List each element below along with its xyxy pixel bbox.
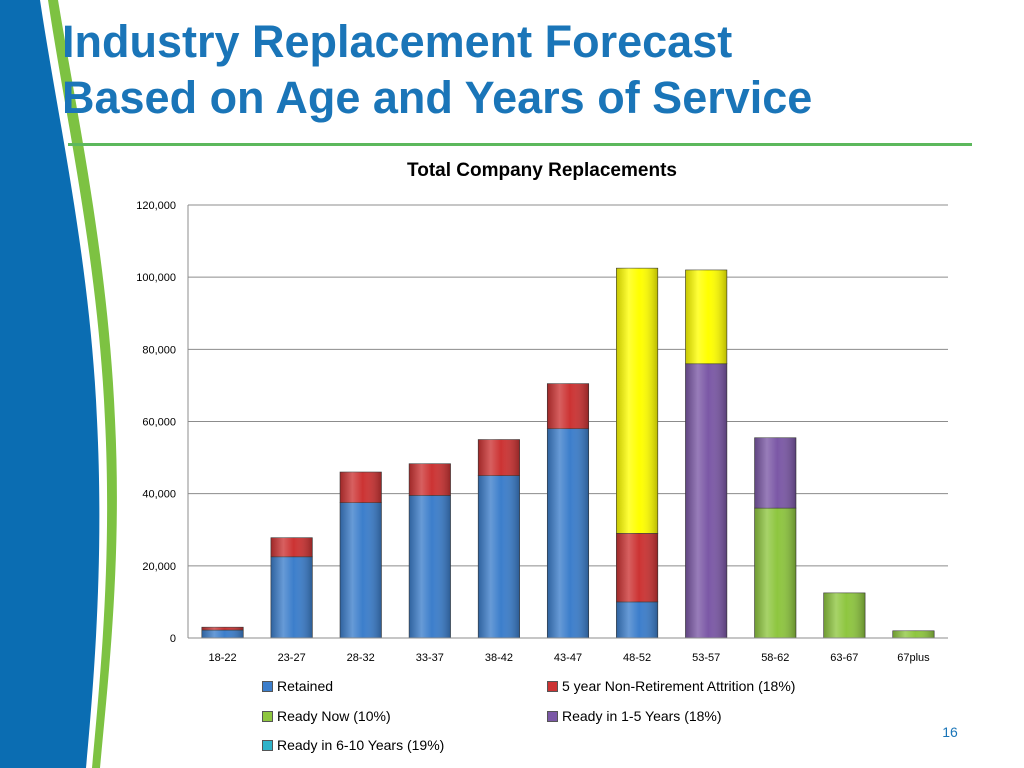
- legend-item-ready-1-5: Ready in 1-5 Years (18%): [547, 708, 722, 724]
- legend-item-attrition: 5 year Non-Retirement Attrition (18%): [547, 678, 795, 694]
- bar-segment-shading: [547, 383, 589, 429]
- bar-segment-shading: [823, 592, 866, 638]
- legend-swatch-retained: [262, 680, 273, 692]
- legend-swatch-ready-6-10: [262, 739, 273, 751]
- x-tick-label: 43-47: [554, 652, 582, 664]
- bar-segment-shading: [270, 537, 313, 557]
- legend-item-ready-6-10: Ready in 6-10 Years (19%): [262, 737, 444, 753]
- slide-title-line-1: Industry Replacement Forecast: [62, 16, 733, 67]
- axes: [187, 205, 948, 639]
- bar-segment-shading: [201, 630, 244, 638]
- x-tick-label: 53-57: [692, 652, 720, 664]
- chart-legend: Retained 5 year Non-Retirement Attrition…: [262, 678, 882, 768]
- legend-swatch-attrition: [547, 680, 558, 692]
- x-tick-label: 38-42: [485, 652, 513, 664]
- slide-title-line-2: Based on Age and Years of Service: [62, 72, 813, 123]
- side-wave-decoration: [0, 0, 117, 768]
- x-axis-tick-labels: 18-22 23-27 28-32 33-37 38-42 43-47 48-52 53-57…: [208, 652, 930, 664]
- bar-segment-shading: [616, 268, 658, 534]
- x-tick-label: 33-37: [416, 652, 444, 664]
- bar-segment-shading: [201, 627, 244, 631]
- y-tick-label: 80,000: [142, 344, 176, 356]
- x-tick-label: 28-32: [347, 652, 375, 664]
- bar-segment-shading: [892, 630, 935, 638]
- x-tick-label: 48-52: [623, 652, 651, 664]
- bar-segment-shading: [270, 556, 313, 638]
- x-tick-label: 23-27: [278, 652, 306, 664]
- bar-segment-shading: [754, 437, 796, 509]
- x-tick-label: 58-62: [761, 652, 789, 664]
- bar-segment-shading: [478, 475, 520, 638]
- y-tick-label: 40,000: [142, 489, 176, 501]
- bar-segment-shading: [340, 472, 382, 503]
- chart-title: Total Company Replacements: [407, 160, 677, 181]
- y-tick-label: 20,000: [142, 561, 176, 573]
- slide-title: Industry Replacement Forecast Based on A…: [62, 14, 812, 126]
- bar-segment-shading: [616, 533, 658, 602]
- legend-label-retained: Retained: [277, 678, 334, 694]
- legend-label-attrition: 5 year Non-Retirement Attrition (18%): [562, 678, 796, 694]
- bar-segment-shading: [547, 428, 589, 638]
- legend-item-ready-now: Ready Now (10%): [262, 708, 391, 724]
- bar-segment-shading: [685, 269, 727, 364]
- title-underline: [68, 143, 972, 146]
- legend-label-ready-1-5: Ready in 1-5 Years (18%): [562, 708, 722, 724]
- legend-swatch-ready-1-5: [547, 710, 558, 722]
- y-tick-label: 0: [170, 633, 176, 645]
- legend-swatch-ready-now: [262, 710, 273, 722]
- bar-segment-shading: [409, 495, 451, 638]
- bar-segment-shading: [754, 508, 796, 638]
- bar-segment-shading: [478, 439, 520, 476]
- bar-segment-shading: [340, 502, 382, 638]
- bar-segment-shading: [409, 463, 451, 496]
- y-tick-label: 100,000: [136, 272, 176, 284]
- y-tick-label: 120,000: [136, 200, 176, 212]
- x-tick-label: 63-67: [830, 652, 858, 664]
- bar-segment-shading: [685, 363, 727, 638]
- x-tick-label: 18-22: [208, 652, 236, 664]
- x-tick-label: 67plus: [897, 652, 930, 664]
- y-axis-tick-labels: 0 20,000 40,000 60,000 80,000 100,000 120,000: [136, 200, 176, 645]
- bar-segment-shading: [616, 601, 658, 638]
- legend-label-ready-now: Ready Now (10%): [277, 708, 391, 724]
- page-number: 16: [942, 724, 958, 740]
- legend-item-retained: Retained: [262, 678, 333, 694]
- bars: [201, 267, 935, 639]
- legend-label-ready-6-10: Ready in 6-10 Years (19%): [277, 737, 445, 753]
- y-tick-label: 60,000: [142, 417, 176, 429]
